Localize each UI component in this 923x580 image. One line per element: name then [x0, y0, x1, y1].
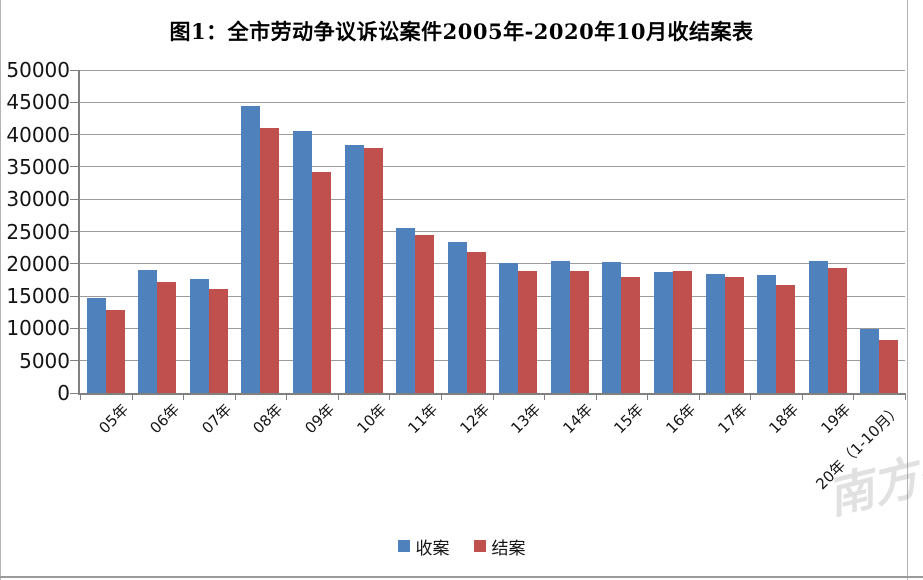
- y-axis-label: 30000: [6, 187, 70, 212]
- y-axis-label: 15000: [6, 284, 70, 309]
- legend-swatch-received-icon: [397, 540, 410, 552]
- gridline: [80, 198, 905, 200]
- y-axis-tick: [70, 134, 78, 136]
- y-axis-line: [78, 70, 80, 395]
- y-axis-tick: [70, 295, 78, 297]
- y-axis-label: 35000: [6, 154, 70, 179]
- gridline: [80, 327, 905, 329]
- bar-closed: [312, 172, 332, 393]
- bar-closed: [672, 270, 692, 393]
- y-axis-label: 20000: [6, 251, 70, 276]
- legend-swatch-closed-icon: [473, 540, 486, 552]
- bar-received: [447, 241, 467, 393]
- bar-closed: [415, 235, 435, 393]
- legend-label-received: 收案: [415, 538, 450, 559]
- y-axis-tick: [70, 101, 78, 103]
- bar-received: [653, 272, 673, 393]
- bar-closed: [518, 270, 538, 393]
- y-axis-tick: [70, 69, 78, 71]
- bar-received: [241, 106, 261, 393]
- x-axis-line: [78, 393, 906, 395]
- bar-closed: [157, 281, 177, 393]
- gridline: [80, 166, 905, 168]
- bar-closed: [569, 270, 589, 393]
- x-axis-tick: [492, 395, 494, 400]
- x-axis-tick: [183, 395, 185, 400]
- bar-closed: [621, 277, 641, 393]
- legend-label-closed: 结案: [491, 538, 526, 559]
- gridline: [80, 263, 905, 265]
- x-axis-tick: [286, 395, 288, 400]
- bar-closed: [105, 309, 125, 393]
- bar-closed: [363, 148, 383, 393]
- x-axis-tick: [80, 395, 81, 400]
- plot-area: [80, 69, 905, 393]
- x-axis-tick: [440, 395, 442, 400]
- legend: 收案 结案: [0, 533, 923, 559]
- y-axis-label: 25000: [6, 219, 70, 244]
- x-axis-tick: [750, 395, 752, 400]
- y-axis-tick: [70, 198, 78, 200]
- page-border-right: [907, 0, 908, 580]
- legend-item-closed: 结案: [473, 534, 526, 559]
- gridline: [80, 101, 905, 103]
- y-axis-tick: [70, 392, 78, 394]
- x-axis-tick: [853, 395, 855, 400]
- y-axis-tick: [70, 231, 78, 232]
- x-axis-tick: [389, 395, 391, 400]
- page-border-left: [0, 0, 1, 580]
- bar-closed: [208, 289, 228, 393]
- chart-title: 图1：全市劳动争议诉讼案件2005年-2020年10月收结案表: [169, 19, 754, 44]
- bar-received: [396, 227, 416, 393]
- bar-closed: [827, 268, 847, 393]
- x-axis-tick: [337, 395, 339, 400]
- legend-item-received: 收案: [397, 534, 450, 559]
- y-axis-label: 5000: [19, 348, 70, 373]
- gridline: [80, 295, 905, 297]
- bar-received: [808, 261, 828, 393]
- bar-received: [86, 298, 106, 393]
- y-axis-label: 10000: [6, 316, 70, 341]
- gridline: [80, 231, 905, 232]
- bar-received: [189, 278, 209, 393]
- x-axis-tick: [698, 395, 700, 400]
- bar-closed: [260, 128, 280, 393]
- bar-received: [757, 275, 777, 393]
- x-axis-tick: [234, 395, 236, 400]
- bar-closed: [724, 276, 744, 393]
- x-axis-tick: [905, 395, 906, 400]
- y-axis-label: 0: [57, 381, 70, 405]
- x-axis-tick: [801, 395, 803, 400]
- bar-received: [550, 261, 570, 393]
- bar-received: [293, 131, 313, 393]
- x-axis-tick: [595, 395, 597, 400]
- bar-received: [860, 329, 880, 393]
- bar-received: [138, 270, 158, 393]
- bar-received: [705, 274, 725, 393]
- bar-closed: [466, 251, 486, 393]
- y-axis-label: 50000: [6, 58, 70, 82]
- y-axis-tick: [70, 263, 78, 265]
- bar-received: [602, 261, 622, 393]
- y-axis-label: 40000: [6, 122, 70, 147]
- y-axis-label: 45000: [6, 90, 70, 115]
- gridline: [80, 134, 905, 136]
- bar-closed: [879, 340, 899, 393]
- bar-received: [344, 144, 364, 393]
- bar-received: [499, 262, 519, 393]
- gridline: [80, 360, 905, 362]
- y-axis-tick: [70, 327, 78, 329]
- y-axis-tick: [70, 166, 78, 168]
- gridline: [80, 69, 905, 71]
- x-axis-tick: [544, 395, 546, 400]
- bar-closed: [776, 285, 796, 393]
- x-axis-tick: [647, 395, 649, 400]
- page-border-bottom: [0, 576, 923, 578]
- y-axis-tick: [70, 360, 78, 362]
- x-axis-tick: [131, 395, 133, 400]
